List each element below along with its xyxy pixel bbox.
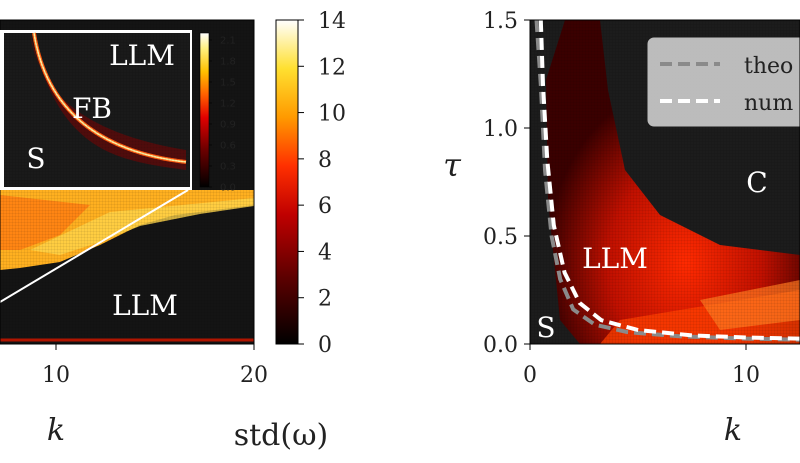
- right-x-tick-label: 0: [523, 363, 537, 388]
- colorbar-tick-label: 14: [318, 9, 346, 34]
- right-x-ticks: 0 10: [523, 344, 760, 388]
- colorbar-ticks: 0 2 4 6 8 10 12 14: [298, 9, 346, 358]
- left-frame: [0, 19, 255, 345]
- boundary-curve-theo: [534, 20, 800, 342]
- right-x-axis-label: k: [724, 413, 742, 448]
- colorbar-tick-label: 10: [318, 102, 346, 127]
- right-annotation-llm: LLM: [582, 242, 648, 275]
- right-heatmap: LLM C S theo num: [530, 20, 800, 344]
- boundary-curve-num: [538, 20, 800, 341]
- inset-colorbar: [199, 32, 210, 188]
- colorbar-label: std(ω): [234, 418, 329, 453]
- right-y-tick-label: 1.0: [483, 117, 518, 142]
- inset-annotation-llm: LLM: [109, 39, 175, 72]
- left-x-axis-label: k: [47, 413, 65, 448]
- right-y-tick-label: 0.0: [483, 333, 518, 358]
- inset-colorbar-tick-label: 0.9: [220, 120, 236, 131]
- right-annotation-s: S: [536, 311, 555, 344]
- colorbar-tick-label: 6: [318, 194, 332, 219]
- inset-colorbar-tick-label: 1.8: [220, 57, 236, 68]
- inset-colorbar-tick-label: 2.1: [220, 36, 236, 47]
- inset-colorbar-tick-label: 0.6: [220, 141, 236, 152]
- legend: theo num: [647, 37, 800, 127]
- inset: LLM FB S 0.0 0.3 0.6 0.9 1.2 1.5 1.8 2.1: [0, 30, 236, 194]
- colorbar-tick-label: 0: [318, 333, 332, 358]
- inset-pointer-line: [0, 189, 189, 303]
- colorbar-tick-label: 2: [318, 287, 332, 312]
- right-y-tick-label: 1.5: [483, 9, 518, 34]
- boundary-curves: [534, 20, 800, 342]
- inset-colorbar-ticks: 0.0 0.3 0.6 0.9 1.2 1.5 1.8 2.1: [209, 36, 236, 194]
- right-y-tick-label: 0.5: [483, 225, 518, 250]
- inset-colorbar-tick-label: 0.0: [220, 183, 236, 194]
- right-y-ticks: 0.0 0.5 1.0 1.5: [483, 9, 530, 358]
- colorbar-tick-label: 4: [318, 240, 332, 265]
- right-x-tick-label: 10: [732, 363, 760, 388]
- inset-colorbar-tick-label: 0.3: [220, 162, 236, 173]
- colorbar: [275, 19, 299, 345]
- right-annotation-c: C: [746, 166, 767, 199]
- left-x-tick-label-20: 20: [240, 363, 268, 388]
- inset-grid-texture: [4, 33, 190, 187]
- legend-label-theo: theo: [744, 54, 793, 79]
- colorbar-tick-label: 8: [318, 148, 332, 173]
- left-x-tick-label-10: 10: [42, 363, 70, 388]
- inset-annotation-fb: FB: [72, 92, 112, 125]
- right-frame: [529, 19, 800, 345]
- inset-colorbar-tick-label: 1.5: [220, 78, 236, 89]
- legend-box: [647, 37, 800, 127]
- right-y-axis-label: τ: [443, 146, 462, 184]
- left-annotation-llm: LLM: [112, 289, 178, 322]
- legend-label-num: num: [744, 91, 793, 116]
- inset-colorbar-tick-label: 1.2: [220, 99, 236, 110]
- colorbar-tick-label: 12: [318, 55, 346, 80]
- inset-annotation-s: S: [26, 142, 45, 175]
